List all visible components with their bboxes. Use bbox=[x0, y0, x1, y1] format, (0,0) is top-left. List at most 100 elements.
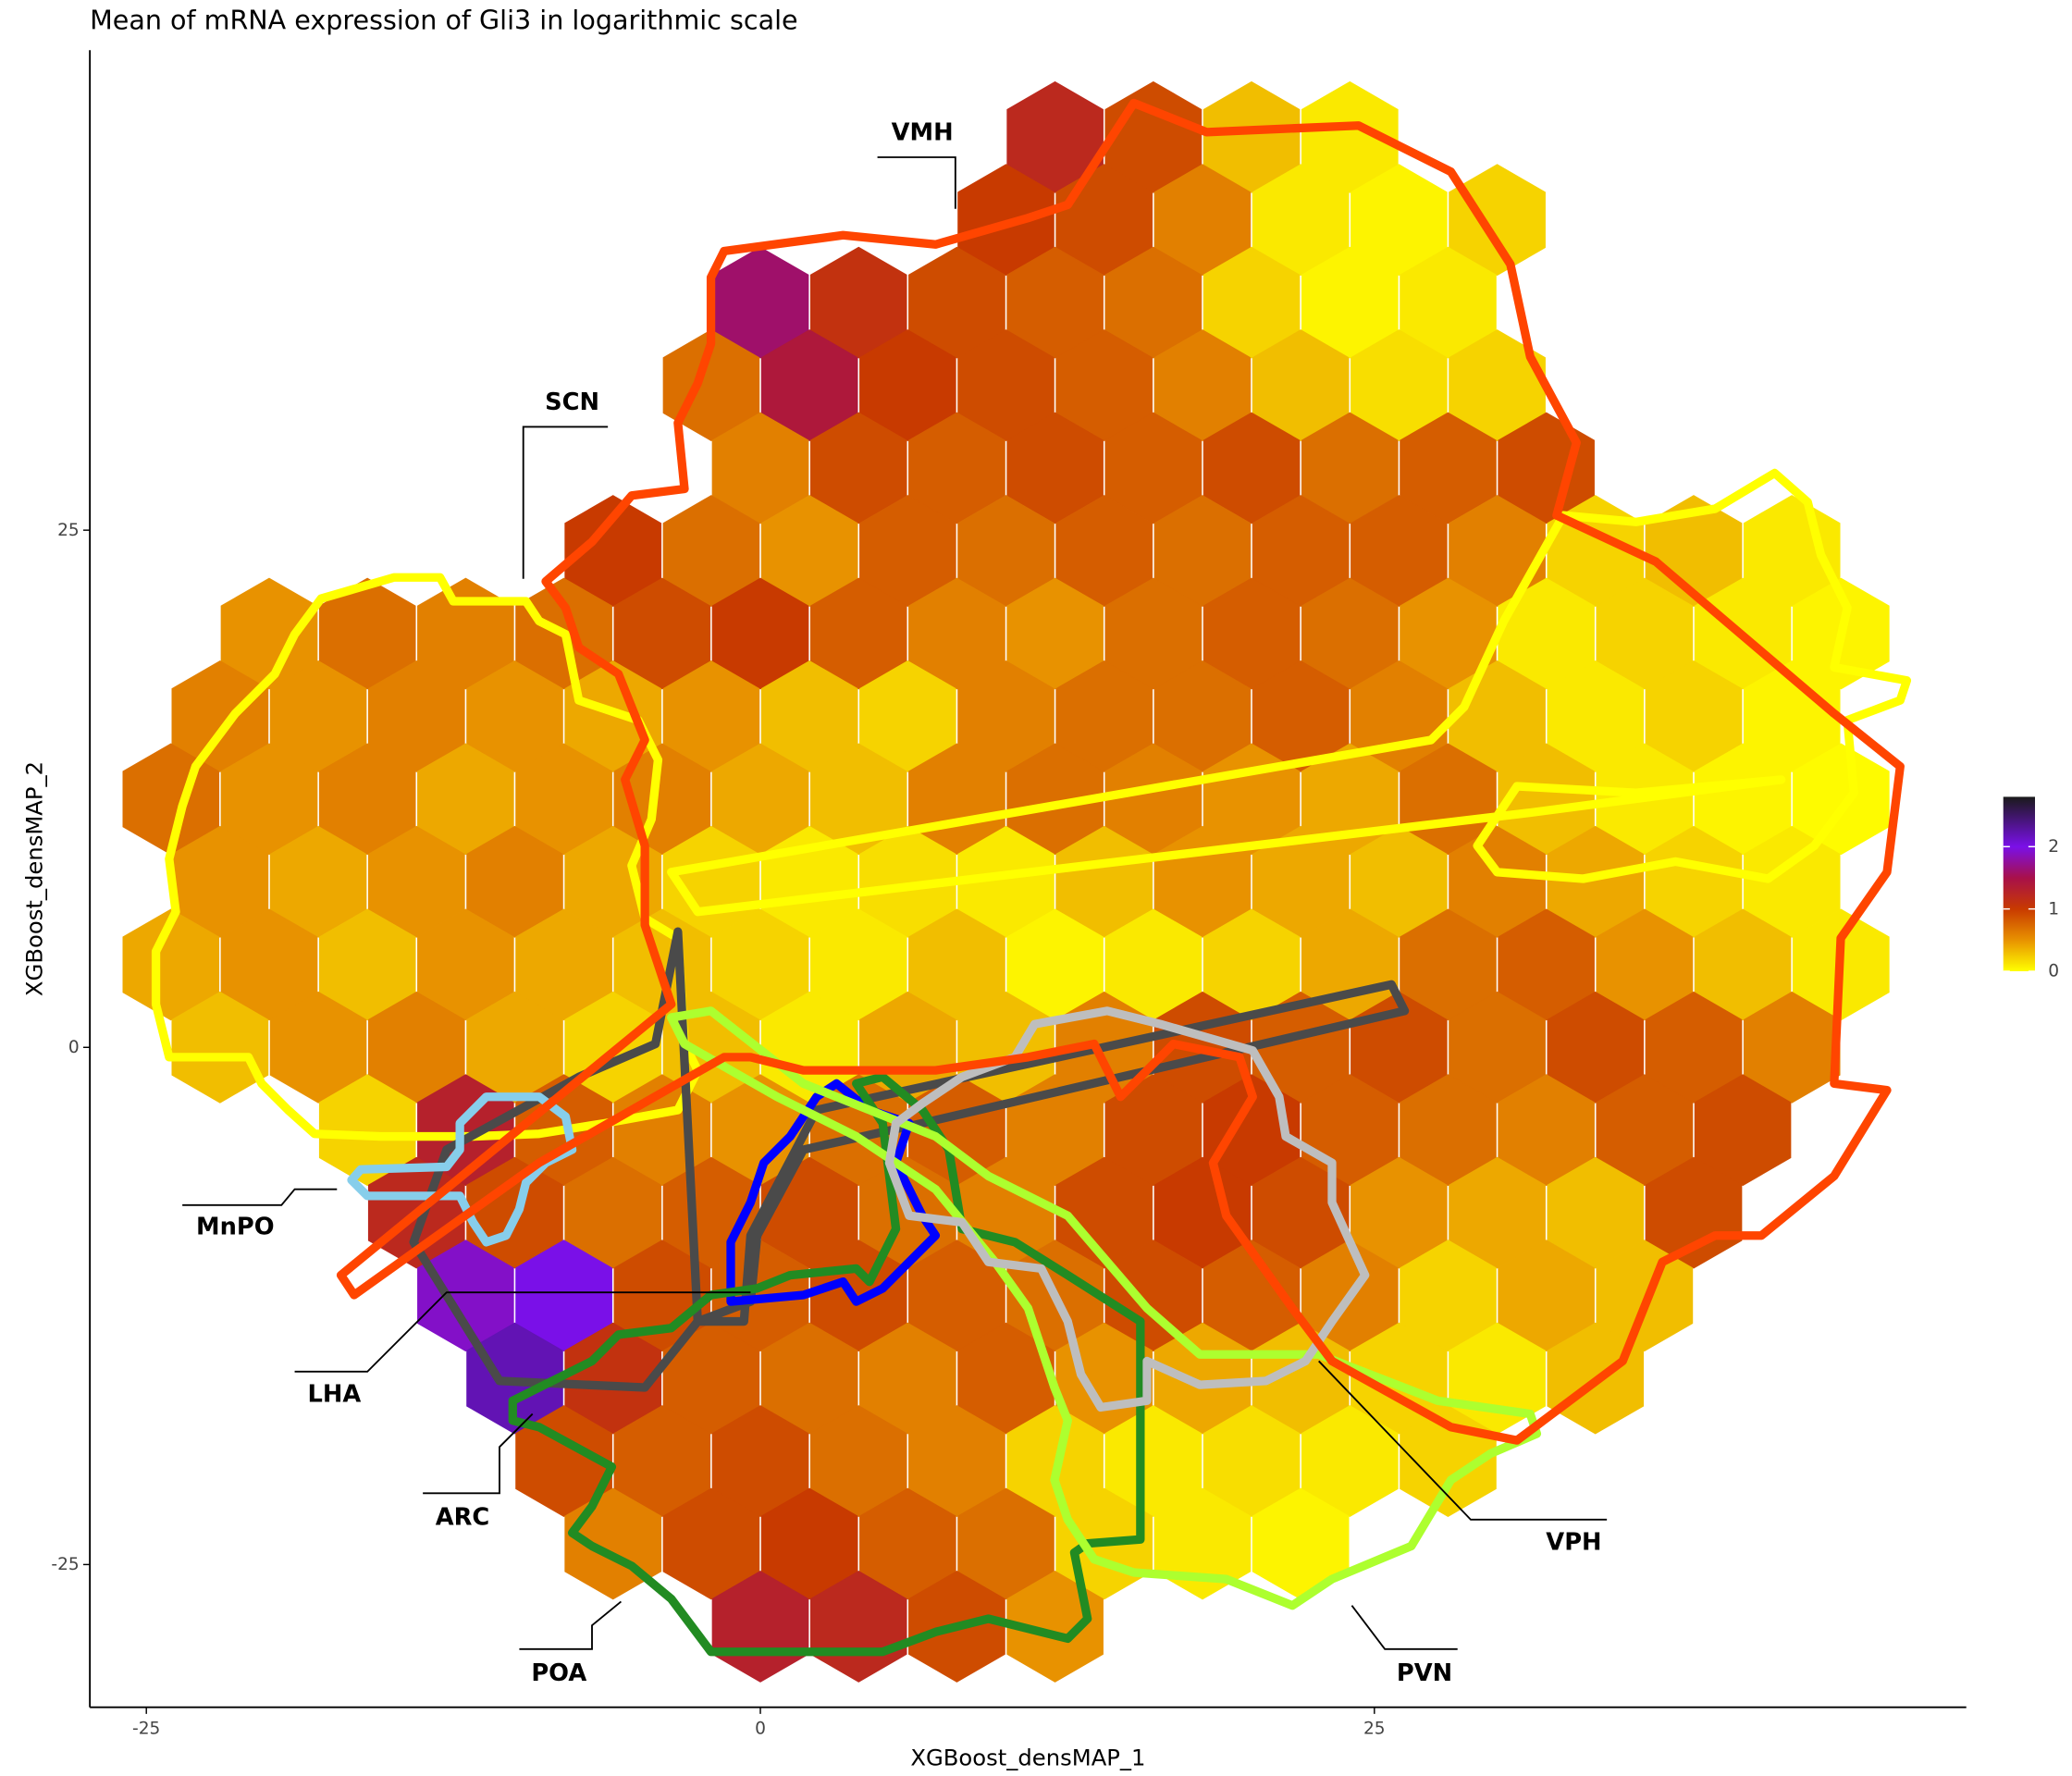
hexbin bbox=[1006, 412, 1104, 524]
hexbin bbox=[1202, 1074, 1301, 1187]
hexbin bbox=[613, 1405, 711, 1517]
region-label: LHA bbox=[308, 1381, 362, 1409]
hexbin bbox=[1400, 577, 1497, 690]
hexbin bbox=[1350, 1156, 1448, 1269]
leader-line bbox=[1350, 1605, 1458, 1650]
hexbin bbox=[809, 577, 907, 690]
outline bbox=[347, 1092, 577, 1247]
hexbin bbox=[1153, 164, 1252, 277]
y-tick-label: 0 bbox=[68, 1038, 80, 1057]
hexbin bbox=[466, 991, 563, 1104]
outline bbox=[336, 98, 1905, 1445]
hexbin bbox=[1153, 1156, 1252, 1269]
hexbin bbox=[1252, 825, 1350, 938]
hexbin bbox=[1202, 412, 1301, 524]
hexbin bbox=[1498, 908, 1595, 1021]
outline bbox=[884, 1006, 1370, 1412]
hexbin bbox=[711, 577, 809, 690]
leader-line bbox=[877, 156, 956, 209]
hexbin bbox=[318, 1074, 416, 1187]
hexbin bbox=[760, 329, 858, 441]
hexbin bbox=[367, 991, 465, 1104]
hexbin bbox=[1498, 577, 1595, 690]
hexbin bbox=[809, 743, 907, 856]
hexbin bbox=[760, 1322, 858, 1435]
hexbin bbox=[515, 1405, 612, 1517]
hexbin bbox=[1792, 743, 1890, 856]
hexbin bbox=[1449, 329, 1546, 441]
region-label: VPH bbox=[1546, 1529, 1601, 1557]
region-label: POA bbox=[531, 1659, 586, 1687]
hexbin bbox=[220, 743, 318, 856]
hexbin bbox=[1104, 577, 1202, 690]
hexbin bbox=[269, 660, 367, 772]
hexbin bbox=[515, 743, 612, 856]
hexbin bbox=[1547, 1156, 1645, 1269]
hexbin bbox=[1006, 80, 1104, 193]
hexbin bbox=[908, 246, 1005, 359]
outline bbox=[409, 927, 1410, 1392]
hexbin bbox=[1449, 495, 1546, 607]
hexbin bbox=[711, 412, 809, 524]
hexbin bbox=[662, 1487, 760, 1600]
hexbin bbox=[859, 1487, 956, 1600]
hexbin bbox=[908, 908, 1005, 1021]
hexbin bbox=[564, 1322, 662, 1435]
leader-line bbox=[1318, 1360, 1608, 1521]
hexbin bbox=[1301, 246, 1399, 359]
hexbin bbox=[1498, 412, 1595, 524]
hexbin bbox=[908, 577, 1005, 690]
hexbin bbox=[1202, 908, 1301, 1021]
leader-line bbox=[519, 1600, 623, 1650]
x-tick-label: 25 bbox=[1363, 1719, 1386, 1738]
colorbar-tick-label: 0 bbox=[2048, 962, 2059, 981]
region-label: ARC bbox=[436, 1504, 490, 1532]
hexbin bbox=[859, 1322, 956, 1435]
colorbar-tick-label: 1 bbox=[2048, 899, 2059, 919]
hexbin bbox=[1104, 246, 1202, 359]
hexbin bbox=[564, 495, 662, 607]
leader-line bbox=[423, 1412, 534, 1495]
hexbin bbox=[1104, 1074, 1202, 1187]
hexbin bbox=[1498, 743, 1595, 856]
hexbin bbox=[1498, 1240, 1595, 1352]
hexbin bbox=[1645, 825, 1743, 938]
hexbin bbox=[760, 495, 858, 607]
hexbin bbox=[1350, 825, 1448, 938]
hexbin bbox=[1694, 908, 1792, 1021]
hexbin bbox=[1153, 660, 1252, 772]
hexbin bbox=[1596, 577, 1694, 690]
x-tick-label: -25 bbox=[132, 1719, 160, 1738]
hexbin bbox=[1596, 908, 1694, 1021]
hexbin bbox=[417, 908, 514, 1021]
hexbin bbox=[859, 495, 956, 607]
y-tick-label: 25 bbox=[57, 521, 80, 540]
hexbin bbox=[564, 660, 662, 772]
region-outlines bbox=[151, 98, 1912, 1657]
region-label: VMH bbox=[892, 118, 954, 146]
hexbin bbox=[1645, 660, 1743, 772]
hexbin bbox=[1645, 991, 1743, 1104]
y-axis-label: XGBoost_densMAP_2 bbox=[21, 761, 48, 996]
hexbin bbox=[1400, 246, 1497, 359]
hexbin bbox=[1400, 908, 1497, 1021]
hexbin bbox=[1006, 577, 1104, 690]
hexbin bbox=[1055, 1156, 1153, 1269]
y-tick-label: -25 bbox=[51, 1555, 79, 1574]
hexbin bbox=[1202, 1405, 1301, 1517]
hexbin bbox=[859, 825, 956, 938]
hexbin bbox=[1301, 412, 1399, 524]
hexbin bbox=[957, 329, 1054, 441]
leader-line bbox=[522, 426, 609, 579]
hexbin bbox=[1055, 495, 1153, 607]
hexbin bbox=[908, 412, 1005, 524]
region-label: PVN bbox=[1397, 1659, 1452, 1687]
hexbin bbox=[1252, 1156, 1350, 1269]
hexbin bbox=[1202, 577, 1301, 690]
hexbin bbox=[318, 743, 416, 856]
hexbin bbox=[662, 495, 760, 607]
colorbar-tick-label: 2 bbox=[2048, 837, 2059, 857]
hexbin bbox=[662, 1322, 760, 1435]
